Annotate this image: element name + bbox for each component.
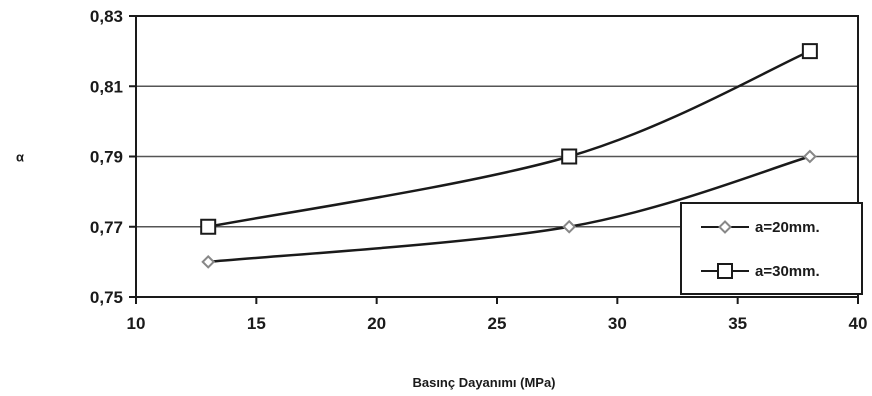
- data-point-diamond: [562, 219, 577, 234]
- legend-marker-diamond: [718, 220, 732, 234]
- y-tick-label: 0,77: [90, 218, 123, 237]
- data-point-diamond: [802, 149, 817, 164]
- legend-entry-a20: a=20mm.: [701, 219, 820, 236]
- legend-marker-square: [717, 263, 733, 279]
- x-axis-ticks: 10 15 20 25 30 35 40: [127, 297, 868, 333]
- x-tick-label: 30: [608, 314, 627, 333]
- x-tick-label: 15: [247, 314, 266, 333]
- legend: a=20mm. a=30mm.: [680, 202, 863, 295]
- x-tick-label: 40: [849, 314, 868, 333]
- y-tick-label: 0,83: [90, 7, 123, 26]
- data-point-square: [801, 43, 818, 60]
- x-tick-label: 35: [728, 314, 747, 333]
- data-point-square: [200, 218, 217, 235]
- x-tick-label: 20: [367, 314, 386, 333]
- series-diamond: [201, 149, 817, 269]
- legend-label-a30: a=30mm.: [755, 263, 820, 280]
- x-tick-label: 25: [488, 314, 507, 333]
- y-tick-label: 0,75: [90, 288, 123, 307]
- legend-label-a20: a=20mm.: [755, 219, 820, 236]
- series-line: [208, 155, 811, 264]
- series-layer: [200, 43, 818, 269]
- series-square: [200, 43, 818, 235]
- x-axis-label: Basınç Dayanımı (MPa): [412, 375, 555, 390]
- y-tick-label: 0,81: [90, 77, 123, 96]
- series-line: [207, 49, 811, 228]
- data-point-square: [561, 148, 578, 165]
- y-tick-label: 0,79: [90, 148, 123, 167]
- y-axis-label: α: [16, 150, 24, 165]
- legend-entry-a30: a=30mm.: [701, 263, 820, 280]
- legend-marker-square: [717, 263, 733, 279]
- y-axis-ticks: 0,75 0,77 0,79 0,81 0,83: [90, 7, 136, 307]
- data-point-diamond: [201, 254, 216, 269]
- x-tick-label: 10: [127, 314, 146, 333]
- legend-box: [680, 202, 863, 295]
- legend-marker-diamond: [718, 220, 732, 234]
